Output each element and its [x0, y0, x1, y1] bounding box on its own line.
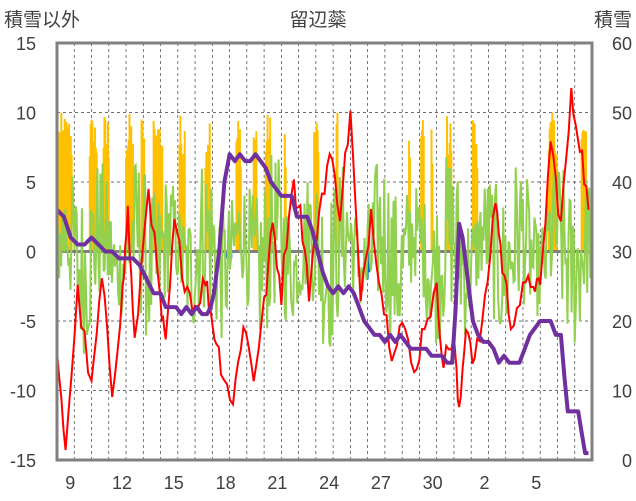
x-tick-label: 18: [216, 473, 236, 493]
temperature-change-line: [56, 154, 593, 354]
left-axis-ticks: 15 10 5 0 -5 -10 -15: [10, 34, 36, 471]
x-axis-ticks: 9 12 15 18 21 24 27 30 2 5: [65, 473, 541, 493]
right-tick-label: 10: [612, 382, 632, 402]
x-tick-label: 2: [479, 473, 489, 493]
snow-depth-line: [55, 152, 589, 456]
right-tick-label: 60: [612, 34, 632, 54]
x-tick-label: 5: [531, 473, 541, 493]
left-tick-label: 15: [16, 34, 36, 54]
chart-title: 留辺蘂: [289, 9, 346, 31]
right-tick-label: 30: [612, 243, 632, 263]
x-tick-label: 21: [267, 473, 287, 493]
grid-lines: [57, 43, 592, 460]
x-tick-label: 27: [371, 473, 391, 493]
x-tick-label: 24: [319, 473, 339, 493]
right-axis-label: 積雪: [594, 9, 632, 31]
plot-frame: [55, 41, 594, 462]
left-tick-label: 5: [26, 173, 36, 193]
left-axis-label: 積雪以外: [4, 9, 80, 31]
right-tick-label: 0: [622, 451, 632, 471]
data-lines: [55, 87, 593, 456]
left-tick-label: -10: [10, 382, 36, 402]
x-tick-label: 15: [164, 473, 184, 493]
right-tick-label: 20: [612, 312, 632, 332]
x-tick-label: 30: [423, 473, 443, 493]
left-tick-label: -5: [20, 312, 36, 332]
right-axis-ticks: 60 50 40 30 20 10 0: [612, 34, 632, 471]
left-tick-label: -15: [10, 451, 36, 471]
x-tick-label: 12: [112, 473, 132, 493]
right-tick-label: 50: [612, 104, 632, 124]
right-tick-label: 40: [612, 173, 632, 193]
x-tick-label: 9: [65, 473, 75, 493]
left-tick-label: 10: [16, 104, 36, 124]
left-tick-label: 0: [26, 243, 36, 263]
temperature-line: [56, 87, 590, 451]
